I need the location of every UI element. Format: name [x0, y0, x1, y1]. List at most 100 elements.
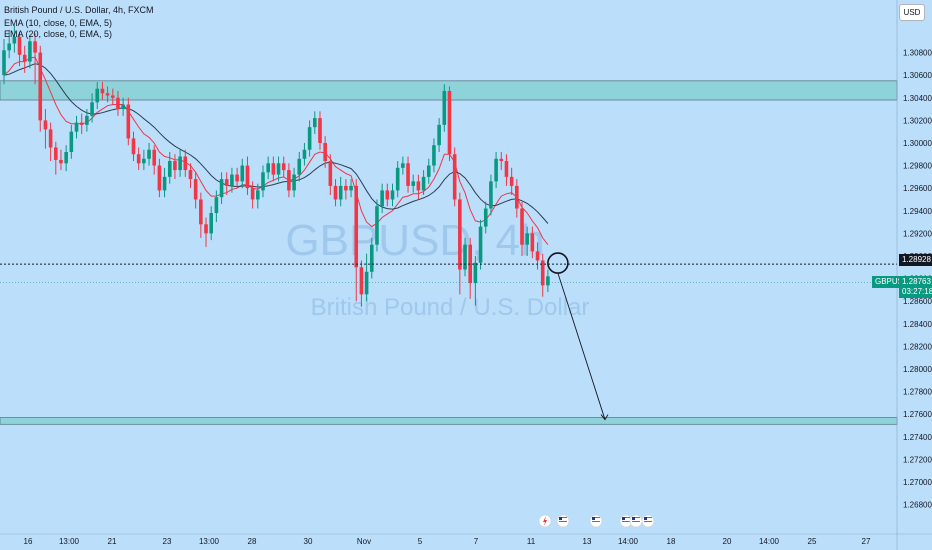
candle-body: [142, 158, 146, 164]
candle: [473, 255, 478, 306]
candle: [276, 156, 281, 182]
time-tick-label: 7: [474, 537, 479, 546]
ema-10-label[interactable]: EMA (10, close, 0, EMA, 5): [4, 18, 113, 28]
candle: [540, 253, 545, 297]
time-tick-label: 13:00: [199, 537, 220, 546]
chart-title[interactable]: British Pound / U.S. Dollar, 4h, FXCM: [4, 5, 154, 15]
candle: [504, 154, 509, 186]
time-tick-label: 14:00: [618, 537, 639, 546]
candle-body: [478, 226, 483, 263]
watermark-name: British Pound / U.S. Dollar: [311, 294, 590, 321]
candle-body: [271, 163, 276, 175]
candle-body: [276, 163, 281, 175]
candle: [437, 118, 441, 152]
candle-body: [121, 104, 125, 110]
candle: [478, 219, 483, 270]
candle: [173, 154, 177, 180]
candle-body: [183, 156, 188, 171]
time-tick-label: 11: [527, 537, 536, 546]
flag-icon[interactable]: [589, 514, 603, 528]
time-tick-label: Nov: [357, 537, 371, 546]
currency-button[interactable]: USD: [899, 4, 925, 21]
candle: [85, 109, 89, 132]
candle-body: [7, 43, 11, 51]
flag-icon[interactable]: [641, 514, 655, 528]
candle: [463, 237, 467, 277]
price-tick-label: 1.27200: [903, 455, 932, 464]
candle-body: [152, 149, 157, 166]
candle: [287, 163, 291, 198]
candle-body: [110, 95, 115, 98]
candle-body: [230, 174, 234, 186]
candle: [48, 122, 53, 162]
candle: [297, 152, 302, 182]
candle-body: [426, 165, 431, 177]
candle-body: [375, 206, 379, 245]
candle: [59, 149, 63, 171]
candle-body: [224, 179, 229, 186]
candle-body: [540, 260, 545, 286]
candle: [240, 158, 245, 189]
flag-icon[interactable]: [619, 514, 633, 528]
candle: [219, 172, 224, 204]
countdown-label: 03:27:18: [899, 286, 932, 298]
candle: [281, 156, 286, 177]
candle-body: [344, 185, 348, 191]
candle-body: [204, 224, 208, 234]
candle: [307, 120, 312, 157]
ema-20-label[interactable]: EMA (20, close, 0, EMA, 5): [4, 29, 113, 39]
candle: [183, 149, 188, 177]
candle: [406, 156, 410, 193]
flag-icon[interactable]: [629, 514, 643, 528]
candle: [126, 97, 131, 146]
candle-body: [33, 41, 37, 53]
candle: [452, 147, 457, 207]
candle-body: [199, 199, 203, 225]
candle-body: [525, 233, 529, 245]
candle: [364, 253, 369, 302]
candle-body: [281, 163, 286, 171]
candle-body: [354, 185, 359, 268]
candle: [375, 199, 379, 252]
price-tick-label: 1.28600: [903, 297, 932, 306]
candle: [214, 190, 219, 223]
candle: [224, 172, 229, 195]
price-tick-label: 1.28000: [903, 365, 932, 374]
candle: [515, 179, 519, 218]
candle-body: [509, 176, 514, 186]
candle: [271, 156, 276, 182]
candle-body: [12, 36, 17, 44]
lightning-icon[interactable]: [538, 514, 552, 528]
candle-body: [432, 145, 436, 166]
price-tick-label: 1.27800: [903, 388, 932, 397]
price-tick-label: 1.28400: [903, 320, 932, 329]
candle: [188, 163, 193, 189]
candle-body: [173, 161, 177, 171]
last-price-label: 1.28763: [899, 276, 932, 288]
candle-body: [219, 179, 224, 198]
flag-icon[interactable]: [556, 514, 570, 528]
candle-body: [338, 185, 343, 200]
candle-body: [74, 122, 79, 132]
candle: [204, 217, 208, 247]
candle-body: [530, 233, 535, 252]
candle-body: [266, 163, 270, 173]
candle: [17, 32, 22, 67]
ema-20-line: [3, 63, 549, 224]
price-tick-label: 1.30000: [903, 139, 932, 148]
candle-body: [54, 147, 58, 160]
candle: [323, 136, 327, 168]
candle-body: [28, 41, 32, 62]
candle: [442, 84, 447, 132]
candle: [520, 201, 524, 256]
candle: [22, 45, 27, 73]
candle-body: [483, 208, 488, 227]
candle: [2, 39, 6, 85]
candle: [54, 141, 58, 175]
candle-body: [401, 163, 405, 168]
candle: [302, 142, 307, 166]
candle: [338, 176, 343, 207]
candle: [110, 88, 115, 105]
